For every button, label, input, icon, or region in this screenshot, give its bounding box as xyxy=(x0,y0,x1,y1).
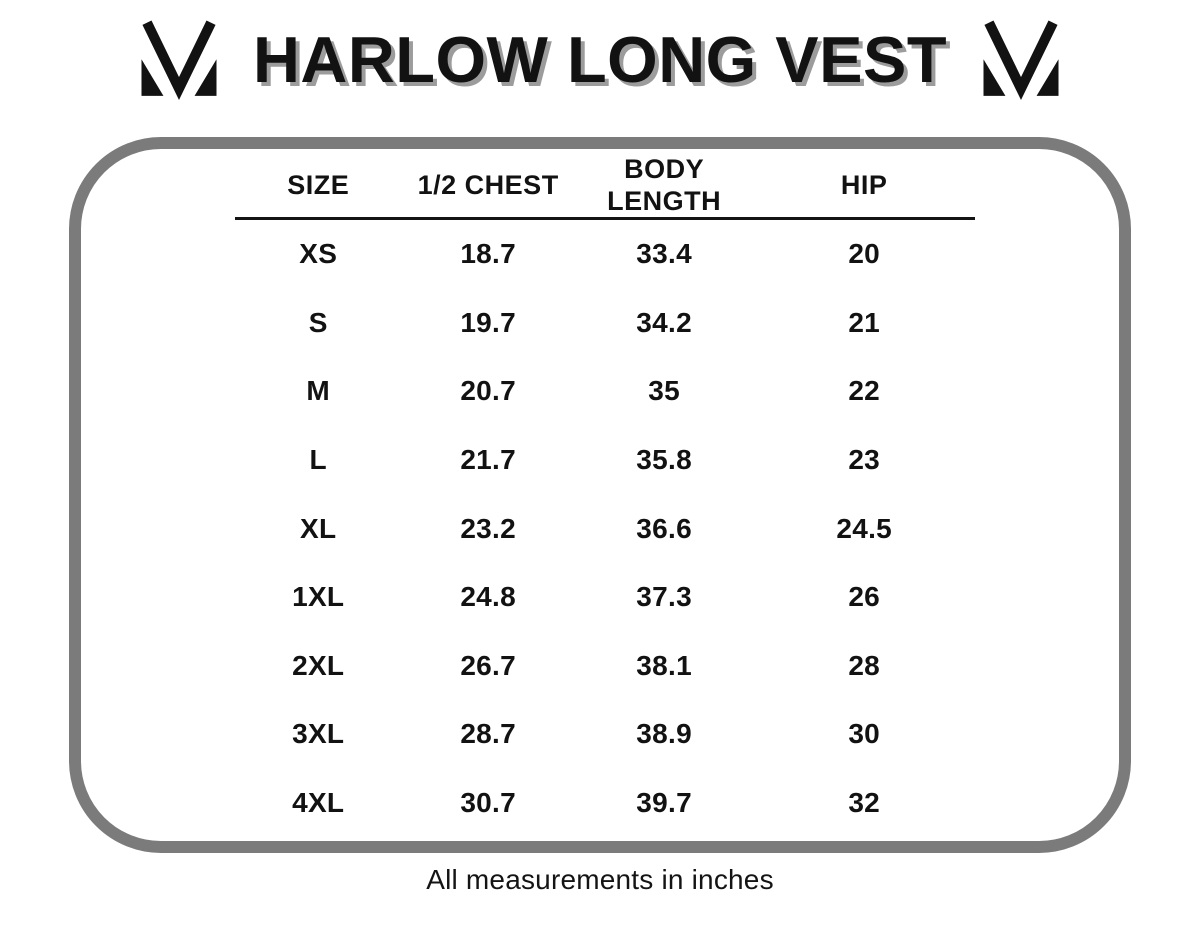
cell-half-chest: 21.7 xyxy=(460,444,517,476)
cell-body-length: 37.3 xyxy=(636,581,692,613)
cell-half-chest: 24.8 xyxy=(460,581,517,613)
cell-half-chest: 19.7 xyxy=(460,306,517,338)
table-row-3xl: 3XL 28.7 38.9 30 xyxy=(235,700,975,769)
cell-body-length: 33.4 xyxy=(636,238,692,270)
cell-hip: 32 xyxy=(848,787,881,819)
cell-hip: 22 xyxy=(848,375,881,407)
brand-m-logo-icon-right xyxy=(973,19,1069,105)
table-body: XS 18.7 33.4 20 S 19.7 34.2 21 M 20.7 35… xyxy=(235,220,975,837)
column-header-body-length: BODY LENGTH xyxy=(607,154,722,217)
size-chart-card: SIZE 1/2 CHEST BODY LENGTH HIP XS 18.7 3… xyxy=(69,137,1131,853)
cell-half-chest: 18.7 xyxy=(460,238,517,270)
column-header-size: SIZE xyxy=(287,170,350,201)
cell-half-chest: 28.7 xyxy=(460,718,517,750)
cell-body-length: 36.6 xyxy=(636,512,692,544)
cell-half-chest: 30.7 xyxy=(460,787,517,819)
table-row-l: L 21.7 35.8 23 xyxy=(235,426,975,495)
cell-hip: 24.5 xyxy=(836,512,893,544)
header: HARLOW LONG VEST xyxy=(0,0,1200,108)
table-row-m: M 20.7 35 22 xyxy=(235,357,975,426)
cell-body-length: 35.8 xyxy=(636,444,692,476)
cell-size: 4XL xyxy=(292,787,345,819)
cell-size: M xyxy=(306,375,331,407)
cell-body-length: 39.7 xyxy=(636,787,692,819)
cell-half-chest: 23.2 xyxy=(460,512,517,544)
table-row-s: S 19.7 34.2 21 xyxy=(235,289,975,358)
cell-hip: 20 xyxy=(848,238,881,270)
cell-hip: 21 xyxy=(848,306,881,338)
cell-body-length: 34.2 xyxy=(636,306,692,338)
table-row-4xl: 4XL 30.7 39.7 32 xyxy=(235,769,975,838)
cell-body-length: 35 xyxy=(648,375,681,407)
cell-half-chest: 26.7 xyxy=(460,649,517,681)
cell-hip: 30 xyxy=(848,718,881,750)
column-header-half-chest: 1/2 CHEST xyxy=(417,170,559,201)
cell-half-chest: 20.7 xyxy=(460,375,517,407)
cell-hip: 23 xyxy=(848,444,881,476)
cell-hip: 26 xyxy=(848,581,881,613)
cell-body-length: 38.1 xyxy=(636,649,692,681)
cell-size: XS xyxy=(299,238,338,270)
cell-size: L xyxy=(309,444,327,476)
size-table: SIZE 1/2 CHEST BODY LENGTH HIP XS 18.7 3… xyxy=(235,149,975,837)
cell-size: S xyxy=(308,306,328,338)
table-row-2xl: 2XL 26.7 38.1 28 xyxy=(235,632,975,701)
brand-m-logo-icon-left xyxy=(131,19,227,105)
header-divider-line xyxy=(235,217,975,220)
cell-body-length: 38.9 xyxy=(636,718,692,750)
table-header-row: SIZE 1/2 CHEST BODY LENGTH HIP xyxy=(235,149,975,217)
cell-size: 1XL xyxy=(292,581,345,613)
page-title: HARLOW LONG VEST xyxy=(252,22,948,96)
cell-size: 3XL xyxy=(292,718,345,750)
cell-size: XL xyxy=(300,512,337,544)
cell-size: 2XL xyxy=(292,649,345,681)
table-row-xl: XL 23.2 36.6 24.5 xyxy=(235,494,975,563)
table-row-xs: XS 18.7 33.4 20 xyxy=(235,220,975,289)
measurements-note: All measurements in inches xyxy=(426,864,774,895)
cell-hip: 28 xyxy=(848,649,881,681)
column-header-hip: HIP xyxy=(840,170,888,201)
table-row-1xl: 1XL 24.8 37.3 26 xyxy=(235,563,975,632)
